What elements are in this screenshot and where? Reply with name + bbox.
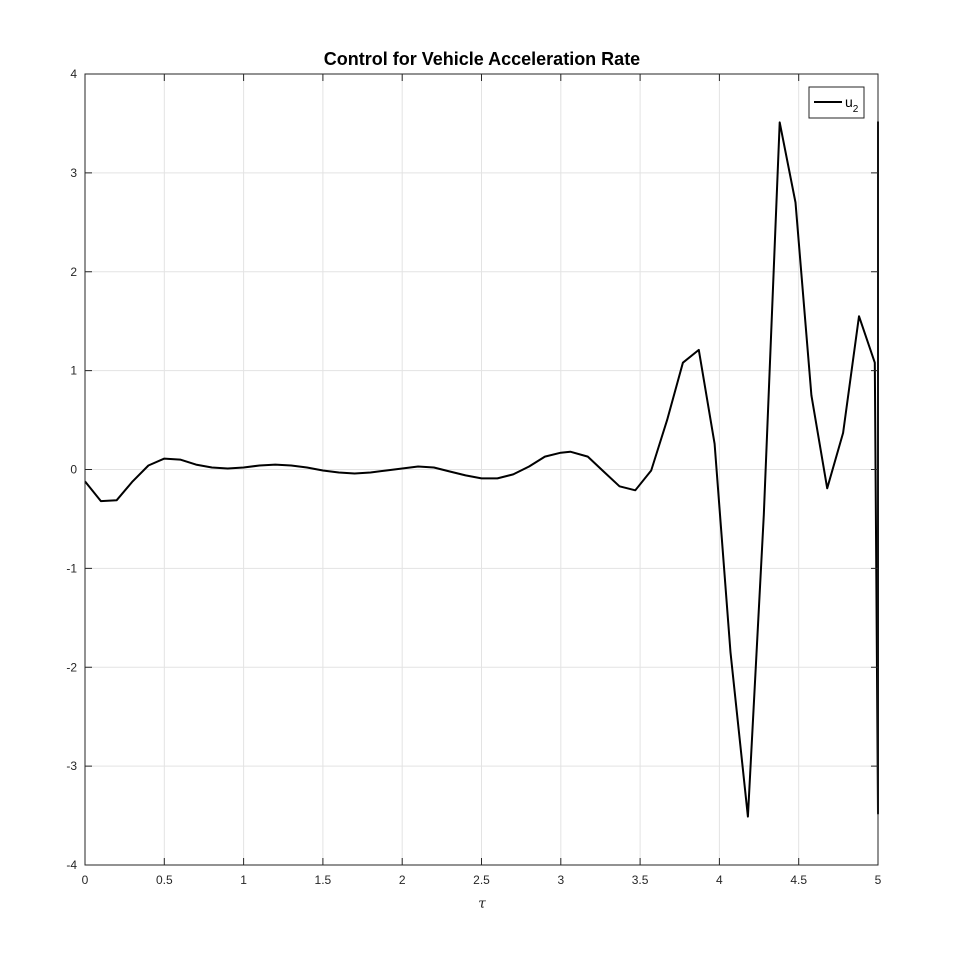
y-tick-label: 0: [70, 463, 77, 477]
x-tick-label: 0: [82, 873, 89, 887]
y-tick-label: 4: [70, 67, 77, 81]
x-tick-label: 3.5: [632, 873, 649, 887]
legend-entry: u2: [845, 94, 859, 115]
x-tick-label: 2.5: [473, 873, 490, 887]
series-line-u2: [84, 121, 879, 818]
x-tick-label: 4: [716, 873, 723, 887]
series-layer: [84, 121, 879, 818]
x-tick-label: 2: [399, 873, 406, 887]
y-tick-label: 2: [70, 265, 77, 279]
y-tick-label: -2: [66, 660, 77, 674]
legend: u2: [808, 86, 865, 119]
x-axis: 0 0.5 1 1.5 2 2.5 3 3.5 4 4.5 5: [82, 74, 882, 887]
y-axis: -4 -3 -2 -1 0 1 2 3 4: [66, 67, 878, 872]
x-axis-label: τ: [478, 896, 486, 912]
legend-series-subscript: 2: [853, 104, 859, 115]
y-tick-label: -1: [66, 561, 77, 575]
x-tick-label: 3: [557, 873, 564, 887]
chart-title: Control for Vehicle Acceleration Rate: [324, 49, 640, 69]
x-tick-label: 5: [875, 873, 882, 887]
legend-series-name: u: [845, 94, 853, 110]
x-tick-label: 0.5: [156, 873, 173, 887]
x-tick-label: 4.5: [790, 873, 807, 887]
y-tick-label: 3: [70, 166, 77, 180]
x-tick-label: 1.5: [315, 873, 332, 887]
y-tick-label: -3: [66, 759, 77, 773]
y-tick-label: 1: [70, 364, 77, 378]
y-tick-label: -4: [66, 858, 77, 872]
x-tick-label: 1: [240, 873, 247, 887]
